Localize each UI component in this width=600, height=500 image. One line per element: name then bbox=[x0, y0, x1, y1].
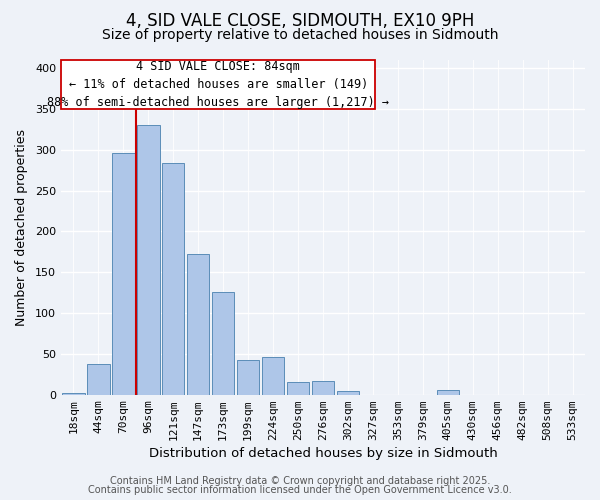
Text: 4 SID VALE CLOSE: 84sqm
← 11% of detached houses are smaller (149)
88% of semi-d: 4 SID VALE CLOSE: 84sqm ← 11% of detache… bbox=[47, 60, 389, 109]
Bar bbox=[287, 382, 309, 394]
Bar bbox=[112, 153, 134, 394]
Bar bbox=[437, 390, 459, 394]
Text: Contains public sector information licensed under the Open Government Licence v3: Contains public sector information licen… bbox=[88, 485, 512, 495]
X-axis label: Distribution of detached houses by size in Sidmouth: Distribution of detached houses by size … bbox=[149, 447, 497, 460]
Text: Contains HM Land Registry data © Crown copyright and database right 2025.: Contains HM Land Registry data © Crown c… bbox=[110, 476, 490, 486]
Bar bbox=[262, 357, 284, 395]
Y-axis label: Number of detached properties: Number of detached properties bbox=[15, 129, 28, 326]
Bar bbox=[237, 360, 259, 394]
Bar bbox=[87, 364, 110, 394]
Bar bbox=[337, 392, 359, 394]
Bar bbox=[162, 163, 184, 394]
Bar bbox=[137, 126, 160, 394]
Bar bbox=[187, 254, 209, 394]
Bar bbox=[62, 393, 85, 394]
Bar bbox=[212, 292, 235, 394]
Bar bbox=[312, 381, 334, 394]
Text: Size of property relative to detached houses in Sidmouth: Size of property relative to detached ho… bbox=[102, 28, 498, 42]
Text: 4, SID VALE CLOSE, SIDMOUTH, EX10 9PH: 4, SID VALE CLOSE, SIDMOUTH, EX10 9PH bbox=[126, 12, 474, 30]
